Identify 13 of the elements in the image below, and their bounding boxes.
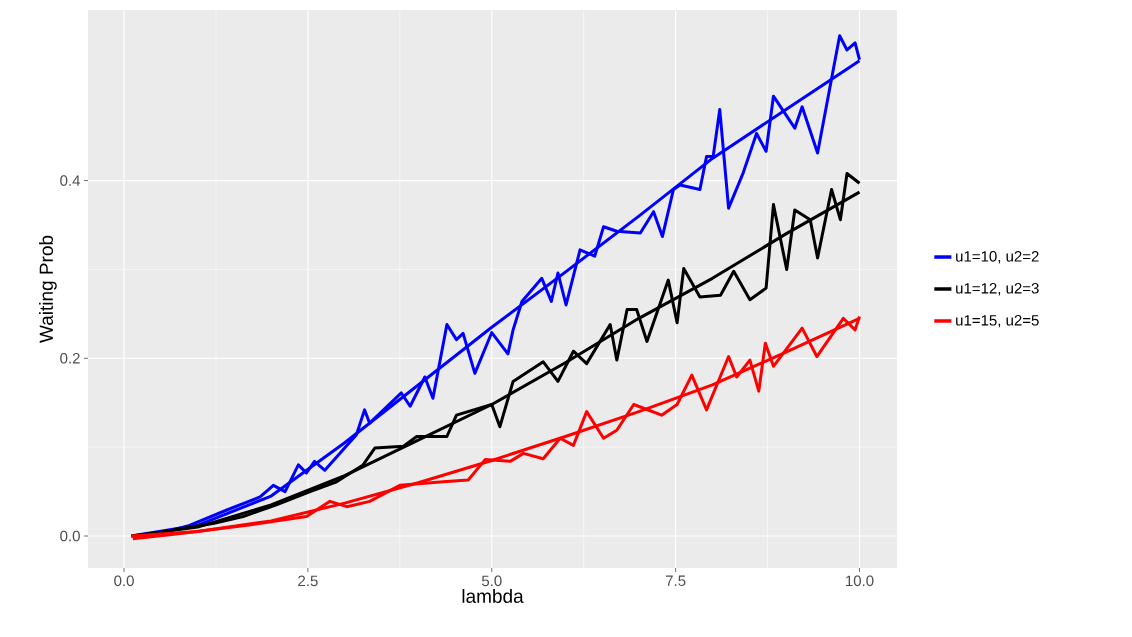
- x-tick-label: 5.0: [481, 575, 502, 587]
- x-tick-label: 7.5: [665, 575, 686, 586]
- y-tick-label: 0.2: [60, 352, 80, 364]
- y-axis-title: Waiting Prob: [39, 235, 57, 343]
- legend-label: u1=10, u2=2: [956, 251, 1039, 264]
- x-tick-label: 10.0: [846, 575, 874, 587]
- y-tick-label: 0.0: [60, 530, 80, 542]
- x-axis-title: lambda: [462, 589, 524, 603]
- x-tick-label: 2.5: [298, 575, 318, 587]
- legend-label: u1=12, u2=3: [956, 283, 1039, 296]
- legend-label: u1=15, u2=5: [956, 314, 1039, 328]
- x-tick-label: 0.0: [114, 575, 134, 587]
- y-tick-label: 0.4: [60, 175, 81, 186]
